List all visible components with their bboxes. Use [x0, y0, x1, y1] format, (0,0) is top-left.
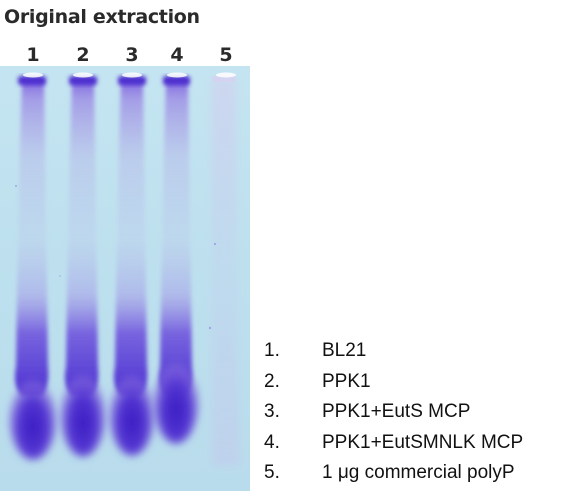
lane-2 — [60, 76, 106, 457]
gel-specks — [15, 185, 217, 330]
lane-number-3: 3 — [125, 44, 139, 66]
lane-number-4: 4 — [170, 44, 184, 66]
well-highlights — [23, 72, 236, 78]
legend-item: 3. PPK1+EutS MCP — [264, 397, 523, 428]
legend-number: 5. — [264, 462, 280, 484]
lane-number-1: 1 — [26, 44, 40, 66]
legend-item: 4. PPK1+EutSMNLK MCP — [264, 428, 523, 459]
legend-number: 1. — [264, 340, 280, 362]
lane-1 — [9, 76, 57, 460]
gel-image — [0, 66, 250, 491]
well-band — [163, 76, 190, 85]
lane-5 — [211, 76, 240, 466]
legend-item: 2. PPK1 — [264, 367, 523, 398]
well-band — [69, 76, 97, 85]
well-band — [18, 76, 46, 85]
legend-number: 4. — [264, 431, 280, 453]
legend-item: 1. BL21 — [264, 336, 523, 367]
lane-number-5: 5 — [219, 44, 233, 66]
lane-number-2: 2 — [76, 44, 90, 66]
legend-number: 3. — [264, 401, 280, 423]
lane-4 — [153, 76, 199, 444]
legend-number: 2. — [264, 370, 280, 392]
lane-3 — [109, 76, 155, 456]
legend-text: PPK1 — [322, 370, 371, 392]
legend-item: 5. 1 μg commercial polyP — [264, 458, 523, 489]
well-band — [118, 76, 146, 85]
figure-title: Original extraction — [4, 6, 200, 28]
legend-text: 1 μg commercial polyP — [322, 462, 515, 484]
legend-text: PPK1+EutSMNLK MCP — [322, 431, 524, 453]
legend-text: BL21 — [322, 340, 367, 362]
lane-legend: 1. BL21 2. PPK1 3. PPK1+EutS MCP 4. PPK1… — [264, 336, 523, 489]
legend-text: PPK1+EutS MCP — [322, 401, 471, 423]
